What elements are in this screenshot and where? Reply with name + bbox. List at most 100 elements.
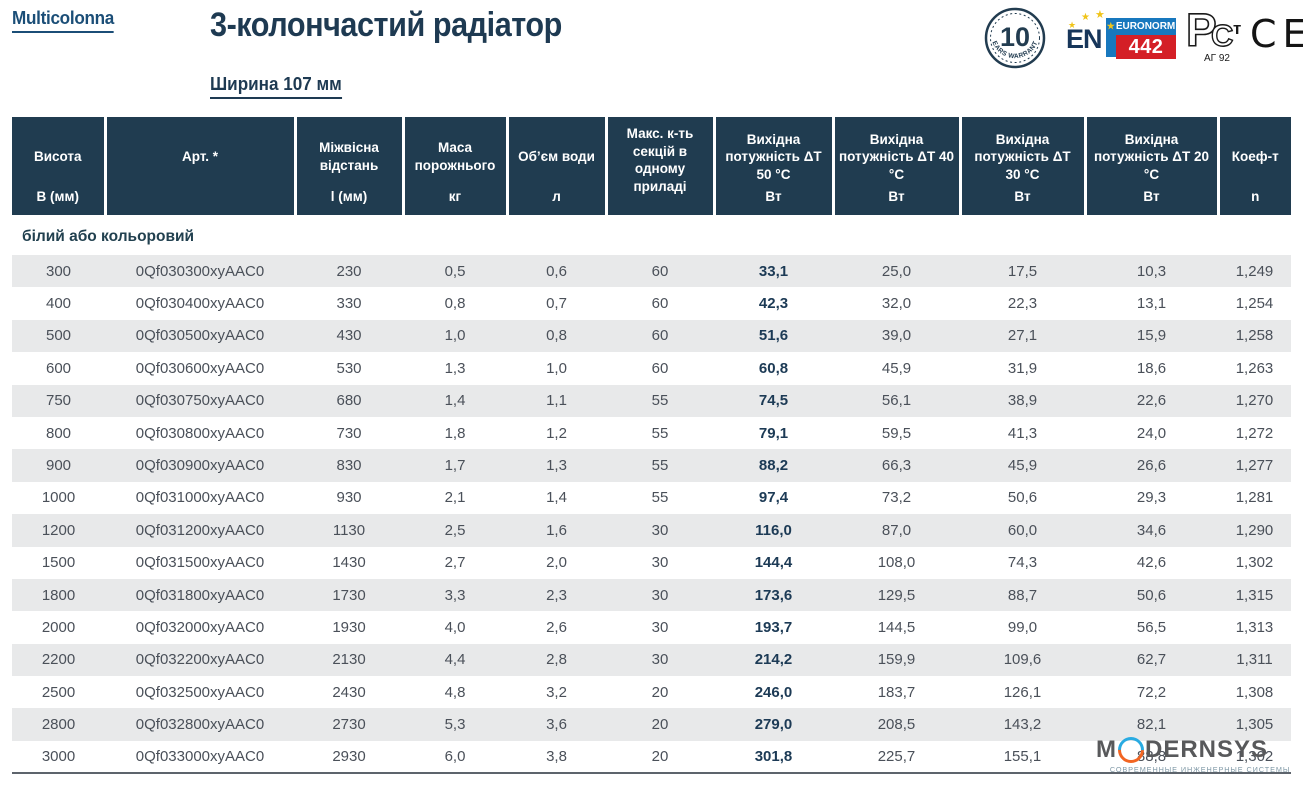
table-cell: 42,3: [758, 295, 789, 313]
table-cell: 60: [651, 359, 669, 377]
table-cell: 56,1: [833, 384, 960, 417]
header-unit: l (мм): [330, 189, 368, 204]
table-cell: 155,1: [960, 740, 1085, 775]
table-cell: 159,9: [833, 643, 960, 677]
section-row: білий або кольоровий: [12, 215, 1291, 255]
table-cell: 30: [606, 643, 714, 677]
table-cell: 4,4: [403, 643, 507, 677]
header-cell-10: Вихідна потужність ΔT 20 °C Вт: [1085, 117, 1220, 215]
table-cell: 1,305: [1218, 708, 1291, 741]
table-cell: 4,8: [444, 683, 466, 701]
table-cell: 2930: [295, 740, 403, 775]
brand-logo: Multicolonna: [12, 8, 114, 33]
table-cell: 430: [295, 319, 403, 353]
star-icon: ★: [1068, 20, 1077, 30]
table-cell: 1,315: [1218, 578, 1291, 612]
table-cell: 1,7: [403, 449, 507, 482]
table-cell: 1930: [332, 618, 366, 636]
table-cell: 0,6: [507, 255, 606, 288]
table-cell: 1500: [41, 554, 76, 572]
header-title: Арт. *: [182, 149, 218, 165]
header-unit: Вт: [1143, 189, 1160, 204]
table-cell: 0Qf031500xyAAC0: [135, 554, 265, 572]
modernsys-watermark: M DERNSYS СОВРЕМЕННЫЕ ИНЖЕНЕРНЫЕ СИСТЕМЫ: [1096, 731, 1303, 774]
table-cell: 50,6: [1085, 578, 1218, 612]
table-cell: 330: [336, 295, 362, 313]
table-cell: 74,5: [714, 384, 833, 417]
table-cell: 0Qf030750xyAAC0: [105, 384, 295, 417]
table-cell: 18,6: [1136, 359, 1167, 377]
table-cell: 1200: [12, 514, 105, 547]
table-cell: 88,2: [714, 449, 833, 482]
table-row: 600 0Qf030600xyAAC0 530 1,3 1,0 60 60,8 45,9 31,…: [12, 352, 1291, 384]
table-row: 750 0Qf030750xyAAC0 680 1,4 1,1 55 74,5 56,1 38,…: [12, 384, 1291, 417]
table-cell: 108,0: [877, 554, 916, 572]
table-cell: 50,6: [1007, 489, 1038, 507]
header-title: Маса порожнього: [414, 140, 496, 173]
table-cell: 830: [295, 449, 403, 482]
table-cell: 1,263: [1235, 359, 1274, 377]
table-cell: 2000: [41, 618, 76, 636]
table-cell: 60,0: [960, 514, 1085, 547]
table-cell: 930: [336, 489, 362, 507]
table-cell: 230: [295, 255, 403, 288]
header-unit: кг: [448, 189, 462, 204]
table-cell: 72,2: [1136, 683, 1167, 701]
table-cell: 208,5: [833, 708, 960, 741]
header-title: Вихідна потужність ΔT 50 °C: [725, 131, 822, 182]
table-cell: 34,6: [1085, 514, 1218, 547]
table-cell: 29,3: [1136, 489, 1167, 507]
star-icon: ★: [1081, 12, 1090, 23]
table-cell: 33,1: [714, 255, 833, 288]
table-cell: 32,0: [881, 295, 912, 313]
table-head: Висота В (мм) Арт. * Міжвісна відстань l (мм…: [12, 117, 1291, 215]
table-row: 1000 0Qf031000xyAAC0 930 2,1 1,4 55 97,4 73,2 50…: [12, 482, 1291, 514]
header-unit: Вт: [1014, 189, 1031, 204]
table-cell: 56,5: [1136, 618, 1167, 636]
table-cell: 1,302: [1218, 740, 1291, 775]
table-cell: 59,5: [881, 424, 912, 442]
table-row: 2000 0Qf032000xyAAC0 1930 4,0 2,6 30 193,7 144,…: [12, 611, 1291, 643]
table-cell: 4,0: [444, 618, 466, 636]
table-cell: 1,302: [1235, 554, 1274, 572]
table-cell: 79,1: [758, 424, 789, 442]
table-cell: 1,0: [546, 359, 567, 377]
table-cell: 60: [606, 319, 714, 353]
table-cell: 82,1: [1085, 708, 1218, 741]
header-unit: Вт: [765, 189, 782, 204]
table-cell: 10,3: [1085, 255, 1218, 288]
page-subtitle: Ширина 107 мм: [210, 74, 342, 99]
gost-code: АГ 92: [1204, 53, 1230, 64]
header-unit: л: [552, 189, 561, 204]
table-cell: 55: [606, 384, 714, 417]
table-cell: 26,6: [1085, 449, 1218, 482]
table-cell: 0Qf030500xyAAC0: [105, 319, 295, 353]
table-cell: 1130: [295, 514, 403, 547]
table-cell: 38,9: [960, 384, 1085, 417]
table-cell: 2130: [295, 643, 403, 677]
table-cell: 88,8: [1085, 740, 1218, 775]
star-icon: ★: [1095, 9, 1105, 21]
header-unit: В (мм): [36, 189, 79, 204]
table-cell: 680: [295, 384, 403, 417]
header-cell-3: Міжвісна відстань l (мм): [295, 117, 405, 215]
table-cell: 1,3: [507, 449, 606, 482]
table-cell: 144,5: [877, 618, 916, 636]
table-row: 2800 0Qf032800xyAAC0 2730 5,3 3,6 20 279,0 208,…: [12, 708, 1291, 741]
table-cell: 129,5: [833, 578, 960, 612]
header-cell-6: Макс. к-ть секцій в одному приладі: [606, 117, 716, 215]
euronorm-box: ★ EURONORM: [1106, 18, 1176, 35]
header-cell-2: Арт. *: [105, 117, 297, 215]
table-cell: 214,2: [714, 643, 833, 677]
table-cell: 22,6: [1085, 384, 1218, 417]
header-unit: n: [1251, 189, 1260, 204]
table-cell: 173,6: [714, 578, 833, 612]
table-cell: 400: [45, 295, 72, 313]
table-cell: 20: [606, 740, 714, 775]
table-cell: 0Qf031800xyAAC0: [105, 578, 295, 612]
table-cell: 1,272: [1235, 424, 1274, 442]
table-row: 1200 0Qf031200xyAAC0 1130 2,5 1,6 30 116,0 87,0…: [12, 514, 1291, 547]
en-label: EN: [1066, 24, 1103, 54]
table-cell: 99,0: [1007, 618, 1038, 636]
warranty-number: 10: [1000, 22, 1030, 52]
